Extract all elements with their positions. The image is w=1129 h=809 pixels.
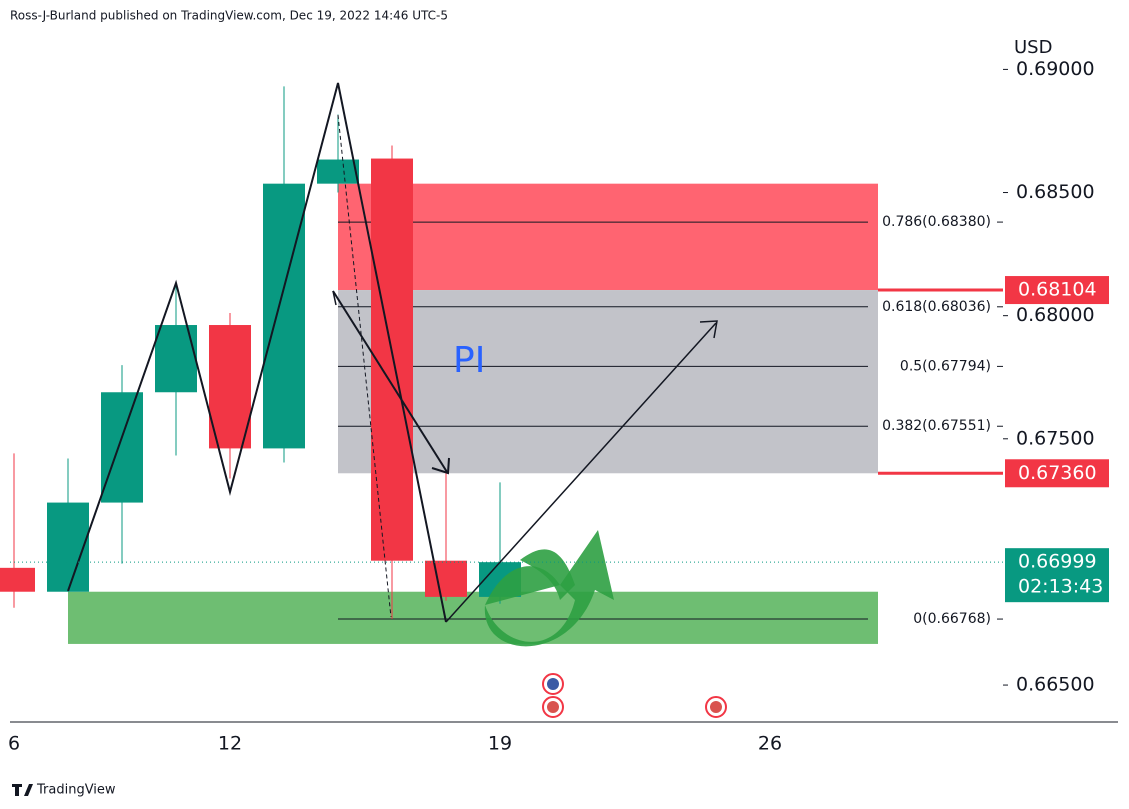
price-label-box — [1005, 548, 1109, 603]
arrow-line — [445, 322, 717, 623]
candle-body — [101, 392, 143, 503]
fib-levels: 0.786(0.68380) 0.618(0.68036) 0.5(0.67794)… — [338, 214, 1003, 627]
y-tick-label: 0.68000 — [1016, 304, 1095, 326]
countdown: 02:13:43 — [1018, 576, 1103, 598]
candle-body — [425, 560, 467, 597]
arrow-line — [332, 290, 448, 473]
curved-arrow — [484, 530, 614, 647]
y-tick-label: 0.68500 — [1016, 181, 1095, 203]
price-label-box — [1005, 276, 1109, 305]
fib-label: 0.618(0.68036) — [882, 299, 991, 315]
flag-icon — [547, 701, 559, 713]
y-axis-label: USD — [1014, 37, 1052, 58]
drawings — [67, 82, 718, 623]
flag-icon — [547, 678, 559, 690]
x-tick-label: 19 — [488, 733, 512, 755]
logo — [12, 784, 33, 796]
fib-label: 0.382(0.67551) — [882, 418, 991, 434]
y-tick-label: 0.67500 — [1016, 427, 1095, 449]
price-label-box — [1005, 459, 1109, 488]
x-tick-label: 26 — [758, 733, 782, 755]
line — [332, 290, 337, 306]
candle-body — [0, 567, 35, 592]
fib-label: 0(0.66768) — [913, 611, 991, 627]
y-axis: 6 12 19 26 0.66500 0.67500 0.68000 0.68500 0.690… — [8, 58, 1109, 755]
zone — [338, 183, 878, 291]
x-tick-label: 6 — [8, 733, 20, 755]
curved-arrow-tail — [520, 549, 575, 600]
y-tick-label: 0.66500 — [1016, 674, 1095, 696]
candle-body — [47, 502, 89, 592]
price-label: 0.66999 — [1018, 551, 1097, 573]
price-label: 0.68104 — [1018, 279, 1097, 301]
zigzag — [67, 82, 447, 623]
price-label: 0.67360 — [1018, 462, 1097, 484]
footer: TradingView — [36, 783, 116, 798]
arrow-head — [431, 457, 450, 475]
event-icons — [542, 673, 727, 718]
zone — [338, 290, 878, 474]
candle-body — [209, 325, 251, 449]
chart-title: Ross-J-Burland published on TradingView.… — [10, 9, 448, 23]
fib-label: 0.5(0.67794) — [900, 358, 991, 374]
candles — [0, 86, 521, 619]
candle-body — [317, 159, 359, 184]
zone — [68, 591, 878, 644]
candle-body — [155, 325, 197, 393]
candle-body — [263, 183, 305, 449]
dashed-line — [337, 114, 392, 618]
y-tick-label: 0.69000 — [1016, 58, 1095, 80]
x-tick-label: 12 — [218, 733, 242, 755]
fib-label: 0.786(0.68380) — [882, 214, 991, 230]
zones — [68, 183, 878, 644]
arrow-head — [699, 320, 718, 339]
annotation: PI — [453, 340, 485, 381]
flag-icon — [710, 701, 722, 713]
